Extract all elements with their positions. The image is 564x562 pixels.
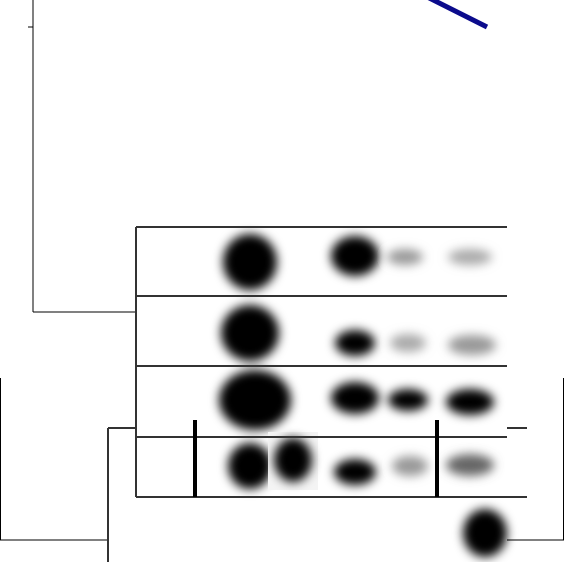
blot bbox=[107, 226, 527, 562]
lines bbox=[427, 0, 489, 30]
series-line bbox=[427, 0, 489, 30]
axes bbox=[28, 0, 140, 313]
